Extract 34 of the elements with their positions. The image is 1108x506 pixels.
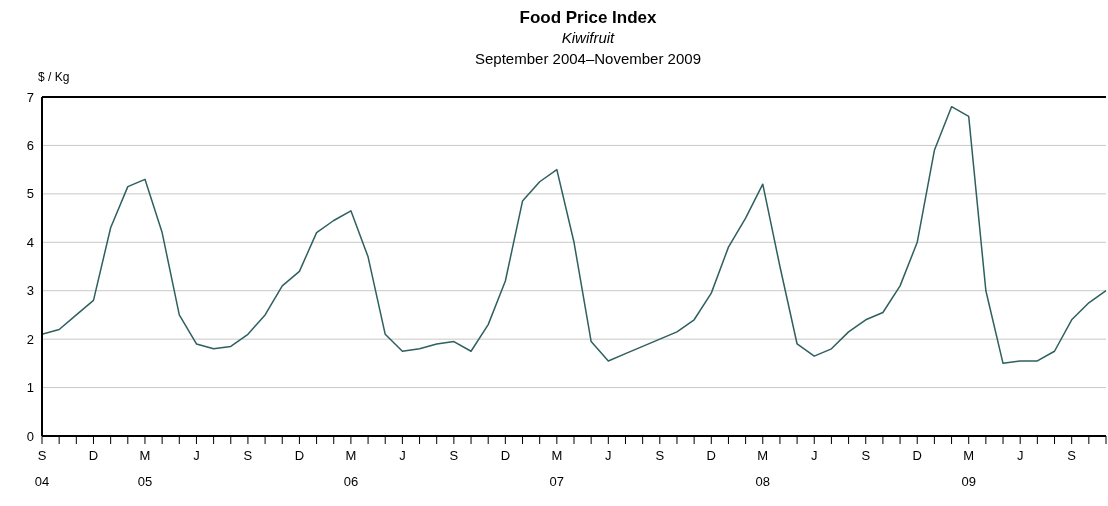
y-axis-title: $ / Kg <box>38 70 71 86</box>
x-tick-label: J <box>605 448 612 463</box>
x-tick-label: S <box>861 448 871 463</box>
x-tick-label: D <box>294 448 305 463</box>
x-tick-label: D <box>500 448 511 463</box>
y-tick-label: 7 <box>26 89 34 105</box>
x-tick-label: S <box>243 448 253 463</box>
x-tick-label: S 04 <box>34 448 50 489</box>
x-tick-label: M 06 <box>343 448 359 489</box>
y-tick-label: 5 <box>26 186 34 202</box>
x-tick-label: M 05 <box>137 448 153 489</box>
x-tick-label: J <box>811 448 818 463</box>
text: September 2004–November 2009 <box>474 49 702 69</box>
x-tick-label: D <box>706 448 716 463</box>
x-tick-label: S <box>1067 448 1077 463</box>
x-tick-label: J <box>1016 448 1024 463</box>
chart-subtitle: Kiwifruit <box>560 28 616 48</box>
x-tick-label: S <box>655 448 665 463</box>
y-tick-label: 6 <box>26 138 34 154</box>
x-tick-label: J <box>193 448 200 463</box>
x-tick-label: S <box>449 448 459 463</box>
y-tick-label: 4 <box>26 234 34 250</box>
y-tick-label: 1 <box>26 380 34 396</box>
x-tick-label: M 08 <box>755 448 771 489</box>
x-tick-label: M 09 <box>961 448 976 489</box>
y-tick-label: 2 <box>26 331 34 347</box>
x-tick-label: D <box>88 448 99 463</box>
y-tick-label: 3 <box>26 283 34 299</box>
line-series <box>41 105 1107 365</box>
y-tick-label: 0 <box>26 428 34 444</box>
x-tick-label: J <box>399 448 406 463</box>
x-tick-label: M 07 <box>549 448 565 489</box>
x-tick-label: D <box>912 448 922 463</box>
chart-title: Food Price Index <box>518 8 658 28</box>
